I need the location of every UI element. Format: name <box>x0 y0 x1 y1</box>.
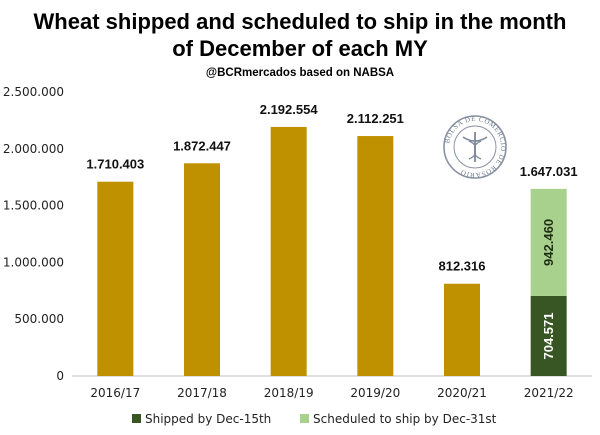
chart-subtitle: @BCRmercados based on NABSA <box>206 67 394 79</box>
y-tick-label: 0 <box>56 369 64 383</box>
chart-title-line-2: of December of each MY <box>172 36 428 61</box>
logo-seal: BOLSA DE COMERCIO DE ROSARIO <box>443 115 507 179</box>
bar <box>357 136 394 376</box>
bar <box>270 126 307 376</box>
bars-group <box>97 126 567 376</box>
legend-label: Scheduled to ship by Dec-31st <box>313 412 497 426</box>
seal-snake-icon <box>468 140 482 160</box>
bar <box>184 163 220 376</box>
bar <box>97 181 134 376</box>
axes-group: 0 500.000 1.000.000 1.500.000 2.000.000 2.500… <box>3 85 592 400</box>
legend-swatch <box>300 414 309 423</box>
seal-outer-ring <box>443 115 507 179</box>
y-tick-label: 2.500.000 <box>3 85 64 99</box>
y-tick-label: 2.000.000 <box>3 142 64 156</box>
x-tick-label: 2021/22 <box>524 386 574 400</box>
seal-wings-icon <box>462 136 488 142</box>
bar-total-label: 1.710.403 <box>86 157 144 172</box>
x-tick-label: 2016/17 <box>90 386 140 400</box>
legend-label: Shipped by Dec-15th <box>145 412 271 426</box>
bar <box>444 283 480 376</box>
chart-title-line-1: Wheat shipped and scheduled to ship in t… <box>34 9 567 34</box>
x-tick-label: 2019/20 <box>350 386 400 400</box>
y-tick-label: 500.000 <box>14 312 64 326</box>
bar-total-label: 2.192.554 <box>260 102 319 117</box>
segment-value-label: 704.571 <box>541 312 556 359</box>
y-tick-label: 1.500.000 <box>3 199 64 213</box>
bar-segment <box>530 188 567 296</box>
bar-total-label: 1.647.031 <box>520 164 578 179</box>
x-tick-label: 2018/19 <box>264 386 314 400</box>
legend: Shipped by Dec-15th Scheduled to ship by … <box>132 412 497 426</box>
bar-segment <box>530 295 567 376</box>
y-tick-label: 1.000.000 <box>3 255 64 269</box>
bar-total-label: 2.112.251 <box>347 111 404 126</box>
seal-inner-ring <box>453 125 497 169</box>
data-labels-group: 1.710.403 1.872.447 2.192.554 2.112.251 812.… <box>86 102 577 360</box>
x-tick-label: 2017/18 <box>177 386 227 400</box>
segment-value-label: 942.460 <box>541 219 556 266</box>
bar-total-label: 812.316 <box>439 259 486 274</box>
legend-swatch <box>132 414 141 423</box>
x-tick-label: 2020/21 <box>437 386 487 400</box>
bar-total-label: 1.872.447 <box>173 138 231 153</box>
